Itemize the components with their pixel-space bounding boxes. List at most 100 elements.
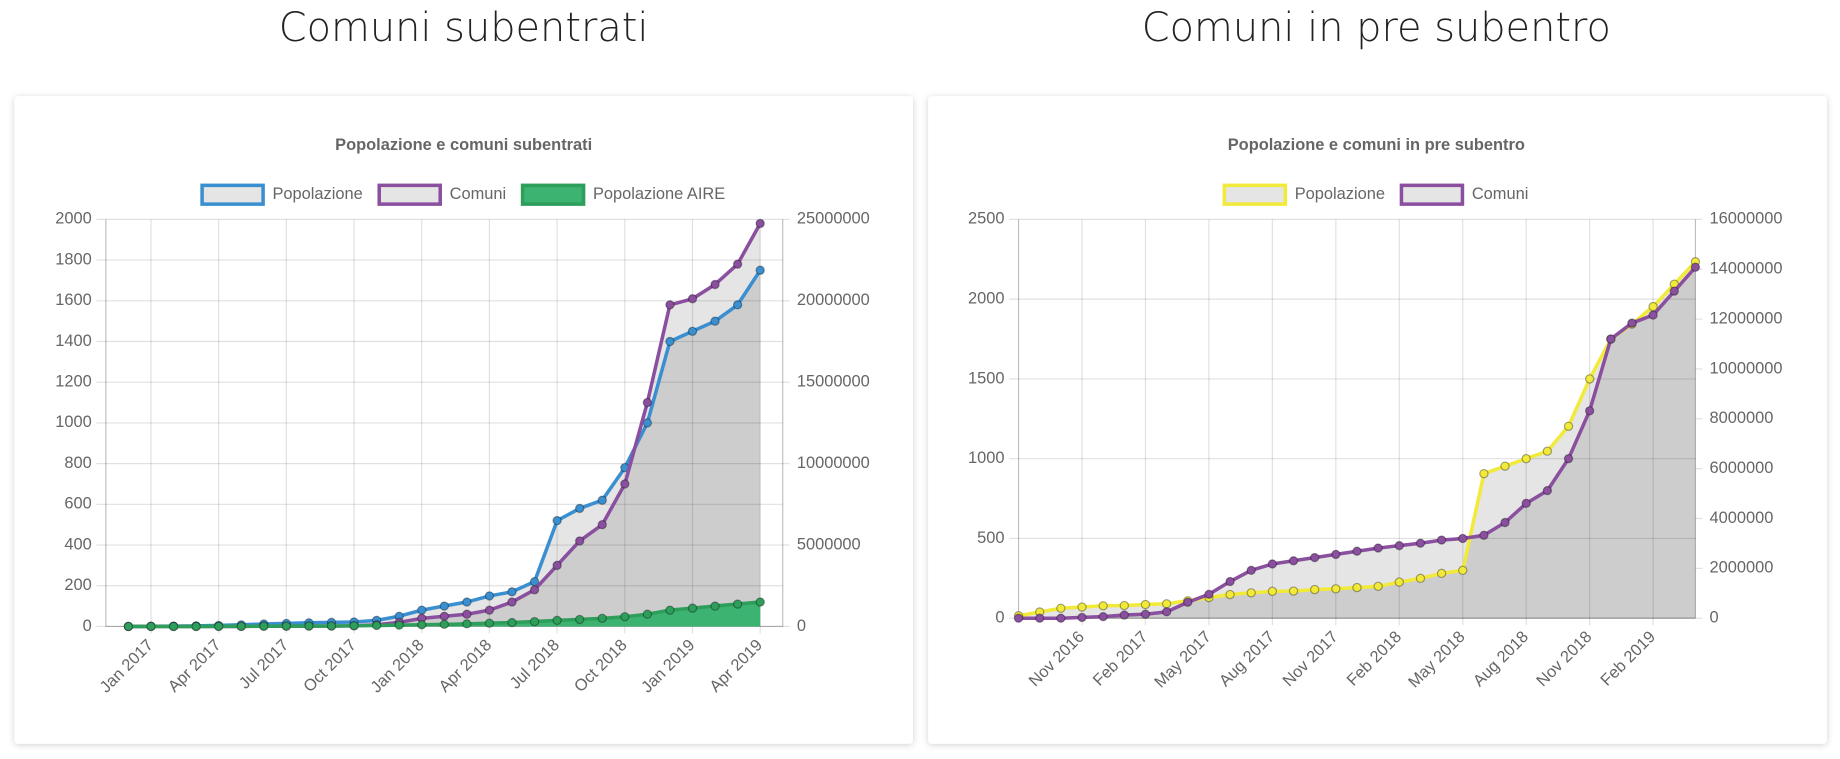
data-point [1627,318,1637,328]
y2-tick-label: 6000000 [1710,459,1774,477]
data-point [687,294,698,304]
data-point [1352,582,1362,593]
legend-swatch [377,183,442,206]
data-point [710,316,720,326]
y-tick-label: 0 [83,617,92,635]
data-point [484,605,495,615]
heading: Comuni in pre subentro [1142,5,1611,51]
data-point [1436,568,1447,579]
y-tick-label: 0 [995,609,1004,627]
data-point [597,495,607,505]
data-point [597,613,607,623]
series-area [1018,267,1696,619]
data-point [574,536,585,546]
data-point [1140,599,1151,610]
data-point [1246,588,1256,598]
data-point [755,218,765,229]
data-point [507,597,517,607]
y-tick-label: 1500 [968,369,1005,387]
data-point [620,479,630,489]
data-point [665,605,675,615]
legend-swatch [1399,183,1465,206]
data-point [755,265,765,275]
data-point [710,601,720,611]
data-point [281,621,292,631]
legend-swatch [520,183,586,206]
data-point [1119,600,1129,611]
data-point [1331,549,1341,560]
data-point [1394,540,1404,551]
data-point [123,621,134,632]
y2-tick-label: 20000000 [797,291,870,309]
data-point [1161,599,1172,609]
data-point [1584,406,1595,416]
y-tick-label: 2000 [55,210,92,228]
data-point [439,611,449,621]
data-point [1309,552,1320,563]
data-point [732,300,743,310]
y-tick-label: 1000 [55,413,92,431]
data-point [1204,589,1214,599]
y2-tick-label: 14000000 [1710,260,1783,278]
data-point [1542,446,1553,456]
data-point [1056,603,1066,613]
card [14,96,913,744]
data-point [304,621,314,631]
data-point [1098,611,1108,622]
data-point [1584,374,1595,384]
legend-label: Popolazione [1295,185,1385,203]
data-point [1246,565,1256,576]
data-point [574,614,585,625]
y-tick-label: 1600 [55,291,92,309]
data-point [597,519,607,530]
data-point [1077,612,1087,623]
data-point [191,621,201,632]
data-point [146,621,156,632]
data-point [371,620,382,631]
data-point [1098,601,1108,611]
data-point [732,599,743,609]
y2-tick-label: 16000000 [1710,210,1783,228]
chart-title: Popolazione e comuni in pre subentro [1228,136,1525,154]
data-point [1436,535,1447,545]
data-point [620,611,630,622]
y-tick-label: 800 [64,454,91,472]
y2-tick-label: 8000000 [1710,409,1774,427]
legend-label: Popolazione AIRE [593,185,725,203]
data-point [1013,613,1024,623]
y2-tick-label: 12000000 [1710,309,1783,327]
data-point [417,620,427,630]
data-point [1415,573,1426,584]
data-point [1309,584,1320,595]
data-point [484,591,495,601]
legend-label: Comuni [450,185,507,203]
data-point [642,397,653,408]
data-point [732,259,743,269]
data-point [1352,546,1362,556]
chart-title: Popolazione e comuni subentrati [335,136,592,154]
data-point [1648,301,1658,312]
data-point [552,560,562,571]
data-point [1563,421,1574,431]
data-point [1035,613,1045,623]
data-point [1077,602,1087,612]
y-tick-label: 200 [64,576,91,594]
data-point [1267,586,1278,596]
series-area [1018,261,1696,619]
data-point [574,503,585,514]
y2-tick-label: 10000000 [1710,359,1783,377]
data-point [1288,556,1299,566]
y2-tick-label: 4000000 [1710,509,1774,527]
data-point [1394,577,1404,587]
y-tick-label: 1000 [968,449,1005,467]
data-point [710,279,720,290]
data-point [1479,468,1489,479]
data-point [1500,517,1510,528]
data-point [1331,584,1341,594]
data-point [1521,453,1531,464]
data-point [394,620,404,630]
y2-tick-label: 5000000 [797,535,861,553]
data-point [755,597,765,607]
data-point [1225,576,1235,587]
